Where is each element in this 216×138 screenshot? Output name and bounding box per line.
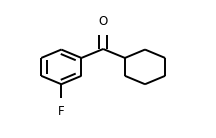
- Text: F: F: [58, 105, 65, 119]
- Text: O: O: [98, 15, 108, 28]
